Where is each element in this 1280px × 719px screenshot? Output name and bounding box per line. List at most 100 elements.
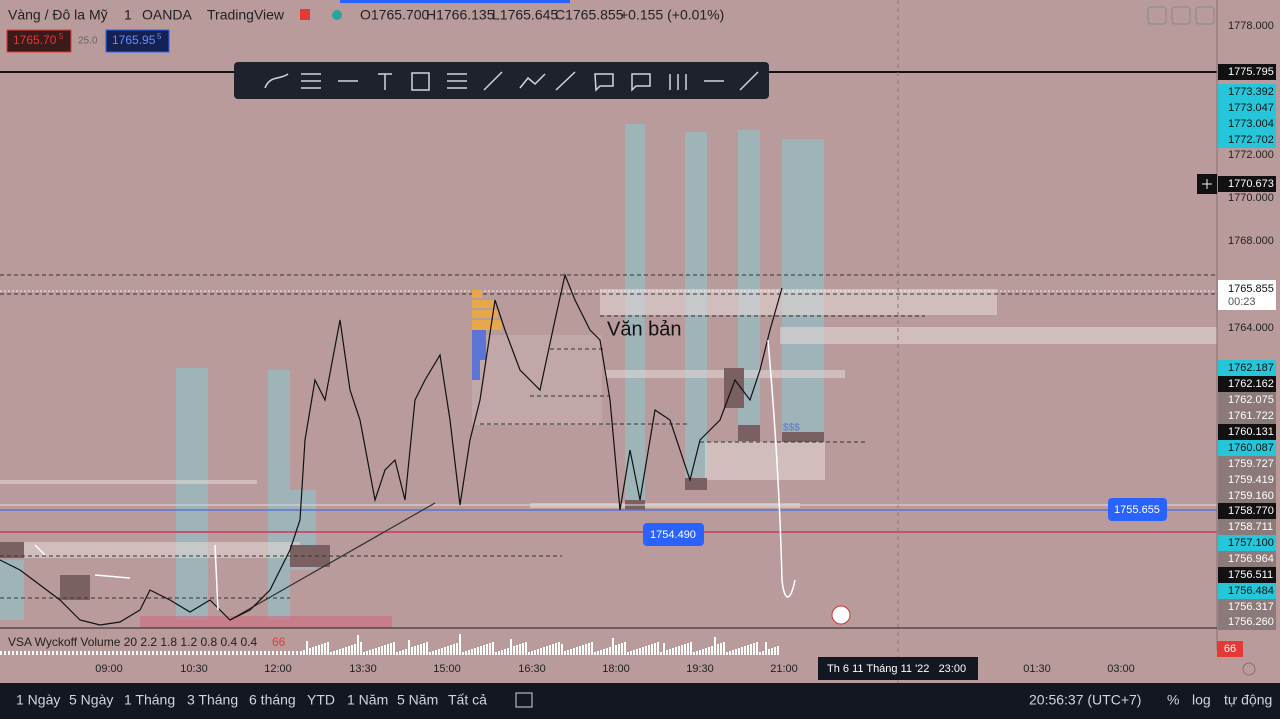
volume-bar [336, 650, 338, 655]
price-label: 1765.855 [1228, 283, 1274, 295]
range-button[interactable]: Tất cả [448, 692, 487, 708]
volume-bar [20, 651, 22, 655]
range-button[interactable]: 5 Năm [397, 692, 438, 708]
volume-bar [200, 651, 202, 655]
price-label: 1758.711 [1228, 521, 1273, 533]
price-label: 1757.100 [1228, 537, 1274, 549]
volume-bar [252, 651, 254, 655]
volume-bar [64, 651, 66, 655]
range-button[interactable]: YTD [307, 692, 335, 708]
price-label-bg [1218, 176, 1276, 192]
volume-bar [384, 645, 386, 655]
volume-bar [738, 648, 740, 655]
volume-bar [152, 651, 154, 655]
volume-bar [585, 644, 587, 655]
volume-bar [459, 634, 461, 655]
range-button[interactable]: 6 tháng [249, 692, 296, 708]
price-label-bg [1218, 519, 1276, 535]
volume-bar [456, 643, 458, 655]
volume-bar [208, 651, 210, 655]
price-label: 1756.484 [1228, 585, 1274, 597]
volume-bar [465, 651, 467, 655]
range-button[interactable]: 1 Năm [347, 692, 388, 708]
volume-bar [363, 652, 365, 655]
price-label-bg [1218, 488, 1276, 504]
plus[interactable] [1202, 179, 1212, 189]
price-label-bg [1218, 535, 1276, 551]
countdown: 00:23 [1228, 296, 1256, 308]
volume-bar [609, 647, 611, 655]
price-label: 1773.392 [1228, 86, 1274, 98]
range-button[interactable]: 3 Tháng [187, 692, 238, 708]
date-range-icon[interactable] [515, 692, 533, 708]
volume-bar [276, 651, 278, 655]
range-button[interactable]: 1 Ngày [16, 692, 60, 708]
volume-bar [681, 645, 683, 655]
volume-bar [714, 637, 716, 655]
sell-box[interactable] [6, 29, 72, 53]
volume-bar [272, 651, 274, 655]
price-label: 1762.075 [1228, 394, 1274, 406]
percent-toggle[interactable]: % [1167, 692, 1179, 708]
volume-bar [104, 651, 106, 655]
volume-bar [747, 645, 749, 655]
time-label: 12:00 [264, 663, 292, 675]
volume-bar [429, 652, 431, 655]
volume-bar [88, 651, 90, 655]
window-buttons[interactable] [1147, 6, 1215, 25]
volume-bar [244, 651, 246, 655]
volume-bar [756, 642, 758, 655]
volume-bar [687, 643, 689, 655]
volume-bar [618, 644, 620, 655]
price-label: 1759.727 [1228, 458, 1274, 470]
toolbar-icons[interactable] [264, 71, 759, 92]
volume-bar [516, 645, 518, 655]
volume-bar [666, 650, 668, 655]
price-label: 1762.187 [1228, 362, 1274, 374]
buy-box[interactable] [105, 29, 170, 53]
volume-bar [489, 643, 491, 655]
volume-bar [402, 650, 404, 655]
volume-bar [92, 651, 94, 655]
volume-bar [312, 647, 314, 655]
broker: OANDA [142, 7, 192, 23]
volume-bar [729, 651, 731, 655]
log-toggle[interactable]: log [1192, 692, 1211, 708]
volume-label: 66 [1224, 643, 1236, 655]
symbol: Vàng / Đô la Mỹ [8, 7, 108, 23]
volume-profile-blue [472, 330, 486, 380]
volume-bar [28, 651, 30, 655]
text-note: Văn bản [607, 318, 682, 340]
volume-bar [768, 649, 770, 655]
volume-bar [288, 651, 290, 655]
range-button[interactable]: 5 Ngày [69, 692, 113, 708]
volume-bar [741, 647, 743, 655]
dollar-note: $$$ [783, 423, 800, 434]
settings-icon[interactable] [1242, 662, 1256, 676]
auto-toggle[interactable]: tự động [1224, 692, 1272, 708]
volume-bar [148, 651, 150, 655]
volume-bar [588, 643, 590, 655]
volume-bar [663, 643, 665, 655]
volume-bar [296, 651, 298, 655]
price-label-bg [1218, 280, 1276, 310]
line-price: 1755.655 [1114, 504, 1160, 516]
volume-bar [576, 647, 578, 655]
price-label: 1762.162 [1228, 378, 1274, 390]
volume-bar [636, 649, 638, 655]
volume-profile [472, 290, 502, 330]
volume-bar [558, 642, 560, 655]
volume-bar [309, 648, 311, 655]
volume-bar [501, 650, 503, 655]
volume-bar [510, 639, 512, 655]
volume-bar [417, 645, 419, 655]
level-lines [0, 315, 925, 599]
volume-bar [705, 648, 707, 655]
volume-bar [324, 643, 326, 655]
price-label-bg [1218, 551, 1276, 567]
volume-bar [594, 652, 596, 655]
volume-bar [726, 652, 728, 655]
range-button[interactable]: 1 Tháng [124, 692, 175, 708]
